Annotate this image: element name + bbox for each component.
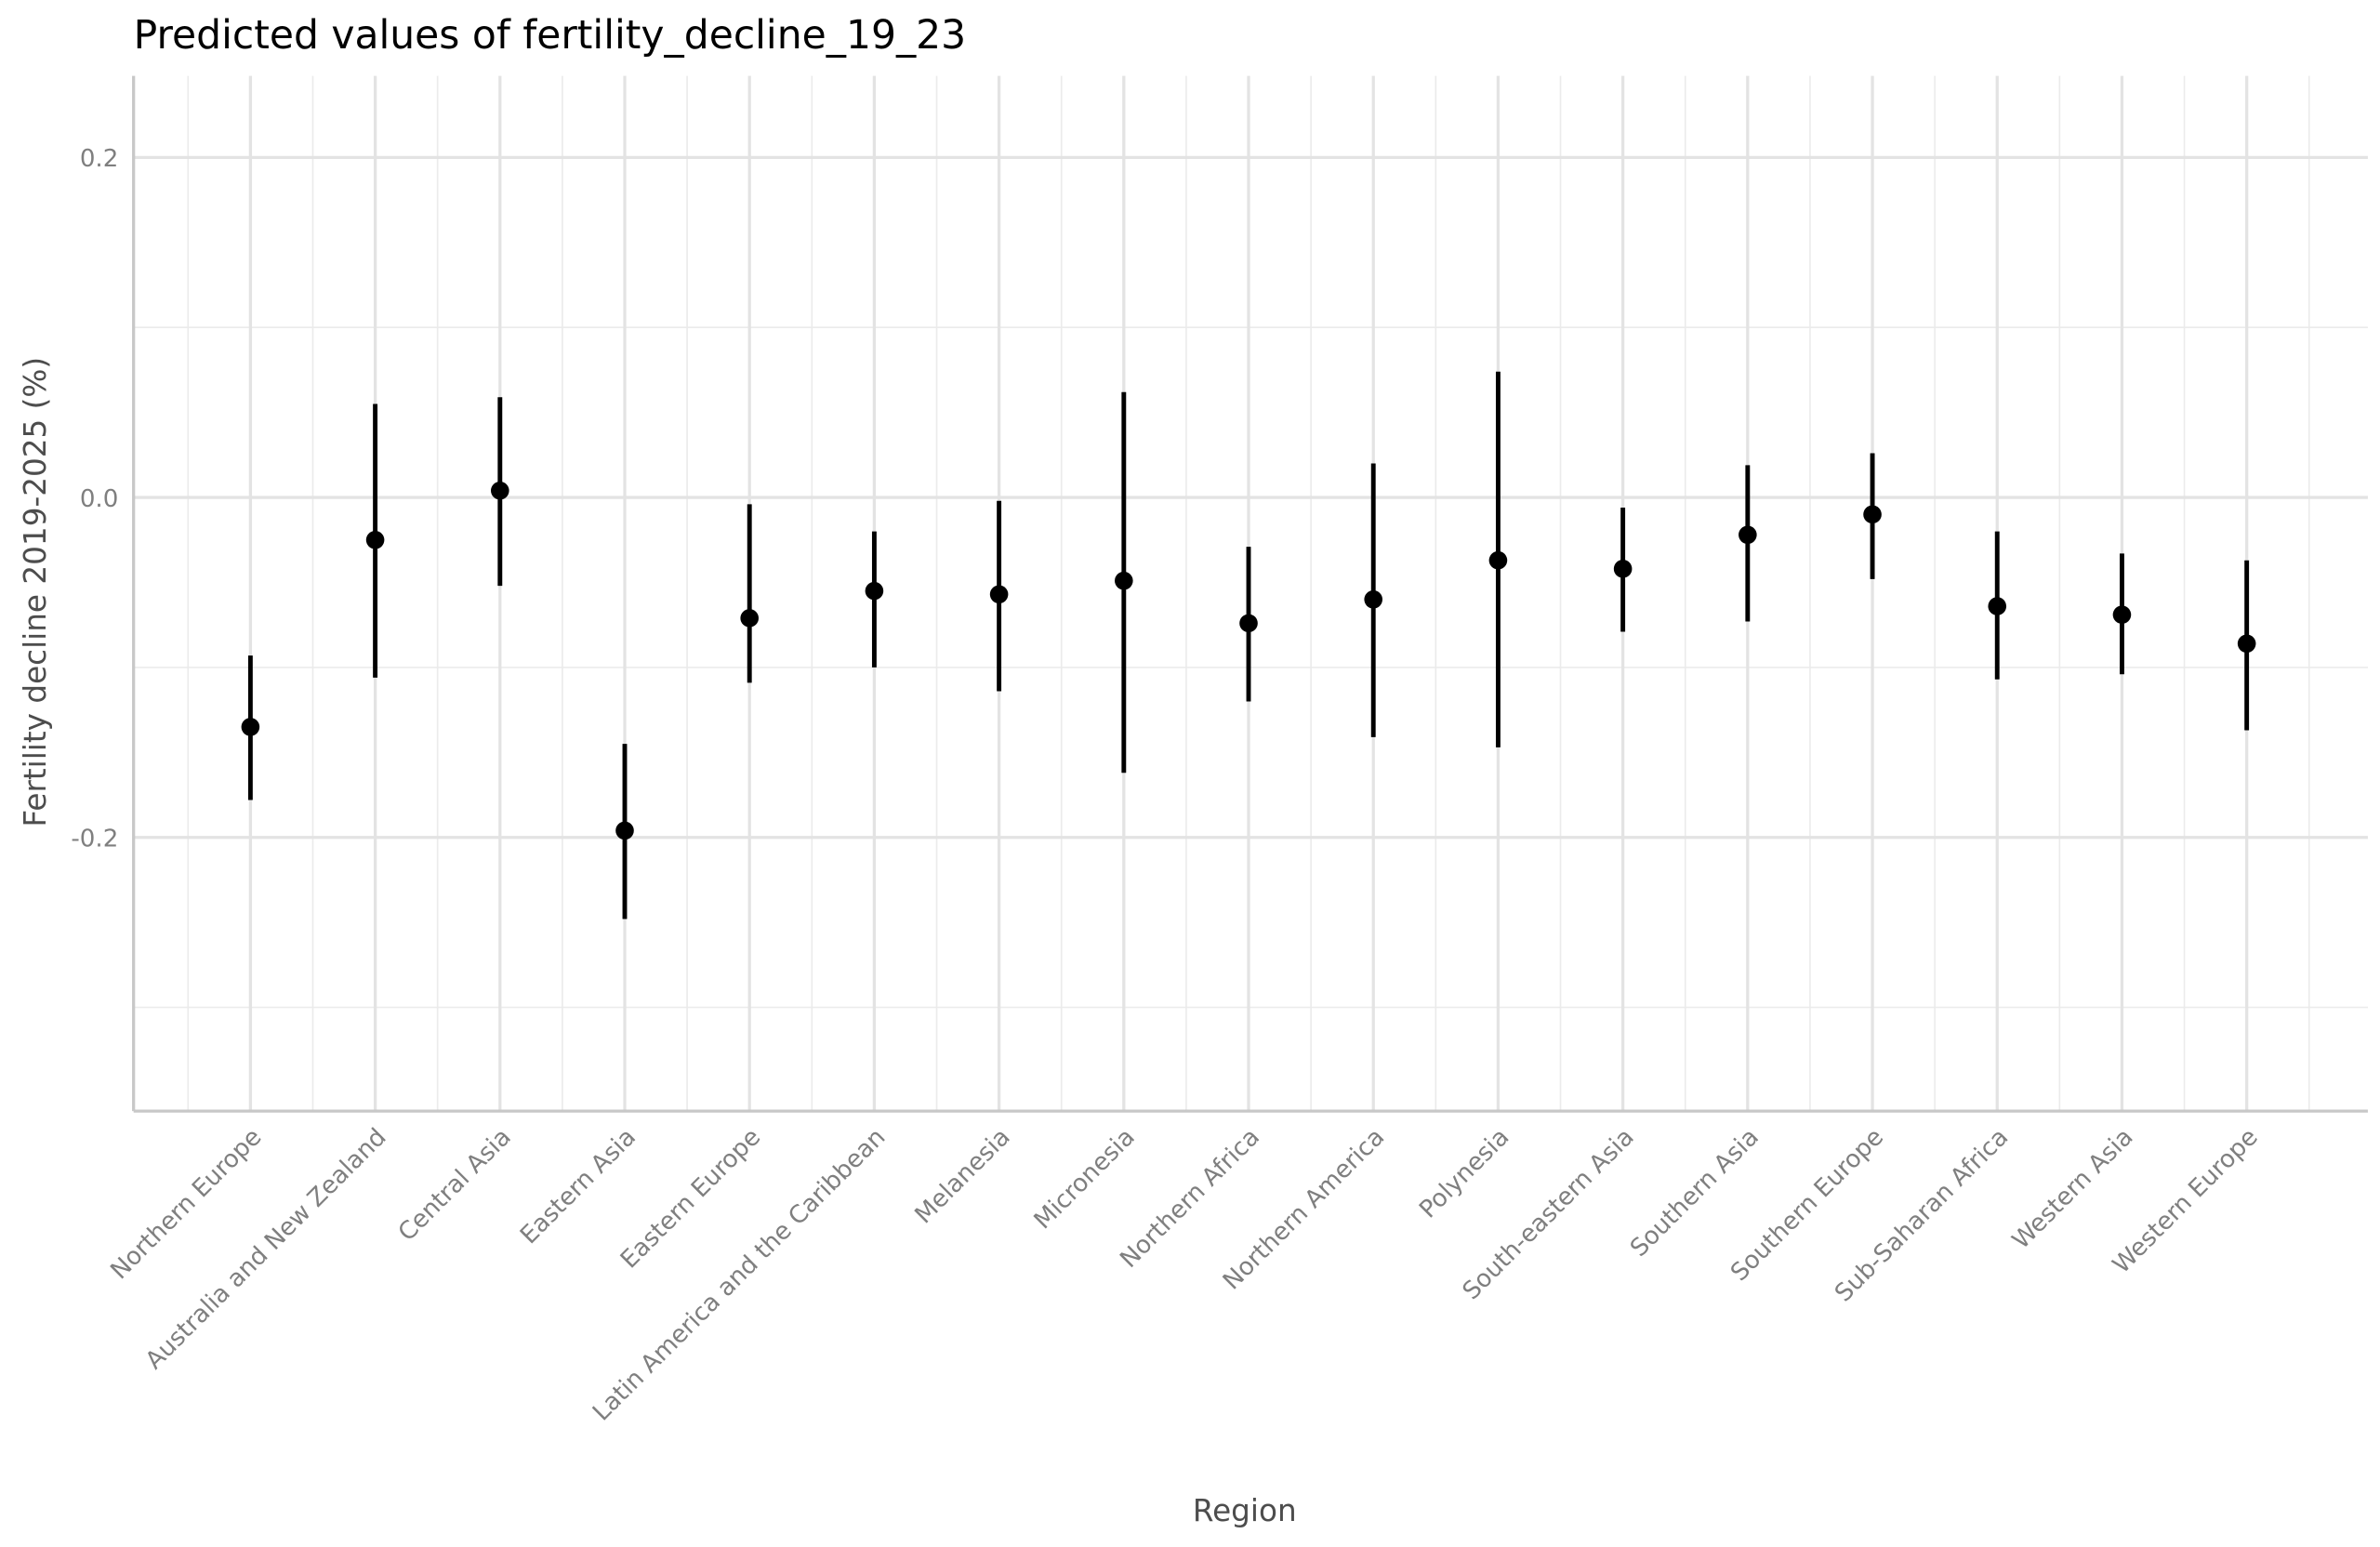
point (241, 718, 260, 736)
point (491, 481, 509, 500)
point (1863, 505, 1882, 524)
point (740, 609, 759, 628)
point (1488, 550, 1508, 570)
x-tick-label: Western Asia (2007, 1123, 2138, 1254)
point (1739, 525, 1757, 545)
point (989, 585, 1009, 604)
point (1364, 589, 1383, 609)
y-tick-label: 0.2 (80, 145, 119, 173)
point (865, 581, 884, 601)
point (1115, 571, 1133, 590)
x-tick-label: Southern Asia (1625, 1123, 1765, 1263)
point (615, 821, 634, 840)
point (1239, 614, 1258, 633)
y-tick-label: 0.0 (80, 485, 119, 513)
x-tick-label: Polynesia (1414, 1123, 1514, 1223)
marks (241, 371, 2256, 919)
x-tick-label: Micronesia (1029, 1123, 1141, 1235)
point (2237, 634, 2256, 654)
grid (132, 75, 2368, 1113)
x-tick-label: Eastern Asia (515, 1123, 641, 1250)
point (1613, 560, 1633, 578)
chart-title: Predicted values of fertility_decline_19… (134, 13, 967, 59)
y-tick-label: -0.2 (71, 826, 118, 853)
x-axis-title: Region (1193, 1493, 1297, 1528)
x-tick-label: Central Asia (393, 1123, 517, 1247)
point (1988, 597, 2007, 615)
x-tick-label: Australia and New Zealand (140, 1123, 392, 1375)
x-tick-label: Melanesia (910, 1123, 1016, 1229)
y-axis-title: Fertility decline 2019-2025 (%) (18, 357, 53, 827)
point (365, 530, 385, 549)
point (2112, 605, 2132, 625)
